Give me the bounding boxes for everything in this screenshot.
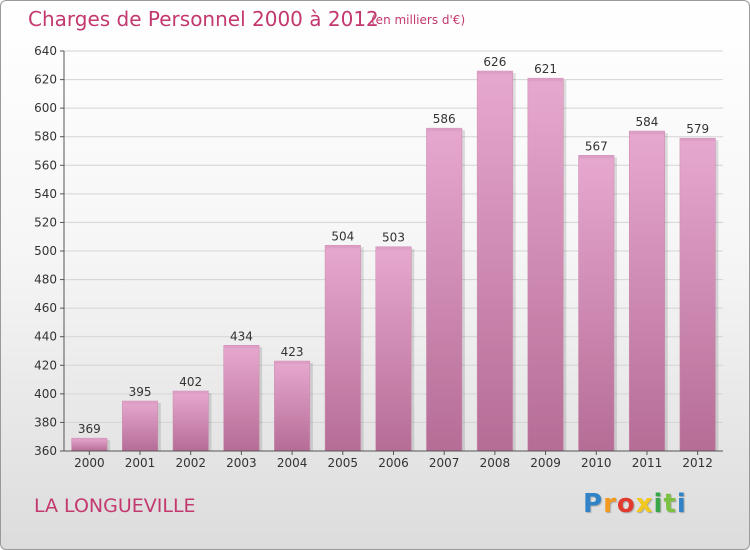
bar — [274, 360, 311, 452]
bar — [628, 130, 665, 452]
bar — [324, 245, 361, 452]
logo-letter: i — [676, 489, 687, 519]
logo-letter: r — [603, 489, 617, 519]
x-tick-label: 2004 — [277, 456, 308, 470]
bar-top — [122, 401, 158, 404]
value-labels: 369 395 402 434 423 504 503 586 626 621 567 584 579 — [78, 55, 709, 436]
x-tick-label: 2003 — [226, 456, 257, 470]
data-label: 503 — [382, 231, 405, 245]
data-label: 621 — [534, 62, 557, 76]
x-tick-label: 2006 — [378, 456, 409, 470]
data-label: 584 — [636, 115, 659, 129]
x-tick-label: 2005 — [328, 456, 359, 470]
y-tick-label: 420 — [34, 358, 57, 372]
data-label: 504 — [331, 229, 354, 243]
bar — [578, 155, 615, 452]
chart-title: Charges de Personnel 2000 à 2012 — [28, 7, 379, 31]
bar — [375, 246, 412, 452]
y-tick-label: 360 — [34, 444, 57, 458]
logo-letter: i — [653, 489, 664, 519]
y-tick-label: 560 — [34, 158, 57, 172]
data-label: 369 — [78, 422, 101, 436]
y-tick-label: 540 — [34, 187, 57, 201]
bar — [527, 77, 564, 452]
y-tick-label: 640 — [34, 44, 57, 58]
y-tick-label: 580 — [34, 130, 57, 144]
x-tick-label: 2009 — [530, 456, 561, 470]
bar-top — [426, 128, 462, 132]
y-tick-label: 600 — [34, 101, 57, 115]
axes: 360 380 400 420 440 460 480 500 520 540 560 580 600 6… — [34, 44, 723, 470]
logo-letter: x — [635, 489, 654, 519]
x-tick-label: 2007 — [429, 456, 460, 470]
x-tick-label: 2001 — [125, 456, 156, 470]
logo-letter: o — [616, 489, 636, 519]
y-tick-label: 480 — [34, 273, 57, 287]
data-label: 626 — [483, 55, 506, 69]
x-tick-label: 2000 — [74, 456, 105, 470]
y-tick-label: 520 — [34, 215, 57, 229]
x-tick-label: 2002 — [175, 456, 206, 470]
bar — [122, 400, 159, 452]
bar — [679, 137, 716, 452]
bar — [426, 127, 463, 452]
data-label: 434 — [230, 329, 253, 343]
y-tick-label: 380 — [34, 415, 57, 429]
bar-top — [223, 345, 260, 349]
logo-letter: P — [583, 489, 604, 519]
y-tick-label: 500 — [34, 244, 57, 258]
data-label: 395 — [129, 385, 152, 399]
bars — [71, 70, 719, 452]
y-tick-label: 440 — [34, 330, 57, 344]
bar-top — [527, 78, 564, 82]
chart-subtitle: (en milliers d'€) — [371, 13, 466, 27]
bar-top — [679, 138, 716, 142]
bar — [476, 70, 513, 452]
logo-letter: t — [663, 489, 677, 519]
y-tick-label: 400 — [34, 387, 57, 401]
bar-top — [477, 71, 513, 74]
bar-top — [578, 155, 615, 159]
x-tick-label: 2008 — [480, 456, 511, 470]
data-label: 402 — [179, 375, 202, 389]
bar-top — [274, 361, 310, 364]
bar-top — [71, 438, 108, 442]
data-label: 586 — [433, 112, 456, 126]
y-tick-label: 460 — [34, 301, 57, 315]
x-tick-label: 2010 — [581, 456, 612, 470]
data-label: 423 — [281, 345, 304, 359]
bar-top — [375, 246, 412, 250]
x-tick-label: 2012 — [682, 456, 713, 470]
bar-top — [325, 245, 361, 249]
bar-top — [172, 391, 209, 394]
y-tick-label: 620 — [34, 73, 57, 87]
proxiti-logo: Proxiti — [583, 489, 687, 519]
bar — [223, 345, 260, 452]
commune-name: LA LONGUEVILLE — [34, 495, 196, 517]
bar-top — [629, 131, 665, 134]
x-tick-label: 2011 — [632, 456, 663, 470]
bar — [172, 390, 209, 452]
data-label: 567 — [585, 139, 608, 153]
data-label: 579 — [686, 122, 709, 136]
